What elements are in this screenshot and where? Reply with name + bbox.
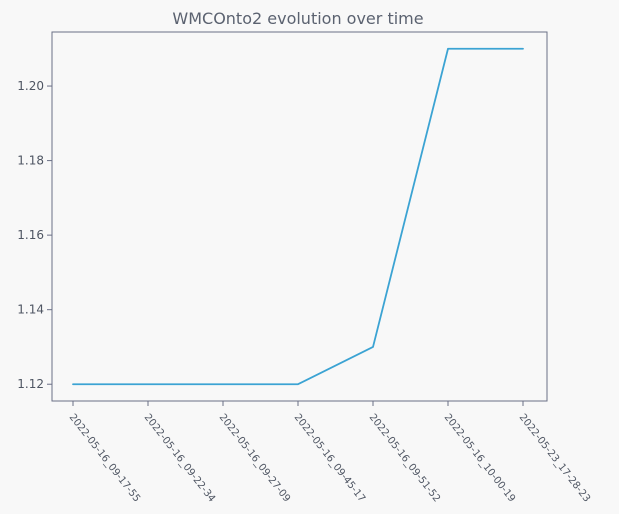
x-tick-label: 2022-05-16_09-22-34 xyxy=(142,412,217,504)
y-tick-label: 1.18 xyxy=(17,154,44,168)
x-tick-label: 2022-05-16_09-27-09 xyxy=(217,412,292,504)
x-tick-label: 2022-05-16_09-17-55 xyxy=(67,412,142,504)
x-tick-label: 2022-05-16_09-45-17 xyxy=(292,412,367,504)
x-tick-label: 2022-05-16_09-51-52 xyxy=(367,412,442,504)
series-line-1 xyxy=(72,47,524,386)
chart-title: WMCOnto2 evolution over time xyxy=(172,9,423,28)
y-tick-label: 1.16 xyxy=(17,228,44,242)
plot-frame xyxy=(51,31,548,402)
y-axis-ticks: 1.12 1.14 1.16 1.18 1.20 xyxy=(17,79,52,391)
x-axis-ticks: 2022-05-16_09-17-55 2022-05-16_09-22-34 20… xyxy=(67,401,592,504)
x-tick-label: 2022-05-16_10-00-19 xyxy=(442,412,517,504)
y-tick-label: 1.12 xyxy=(17,377,44,391)
y-tick-label: 1.20 xyxy=(17,79,44,93)
y-tick-label: 1.14 xyxy=(17,303,44,317)
series-layer xyxy=(72,47,524,386)
x-tick-label: 2022-05-23_17-28-23 xyxy=(517,412,592,504)
